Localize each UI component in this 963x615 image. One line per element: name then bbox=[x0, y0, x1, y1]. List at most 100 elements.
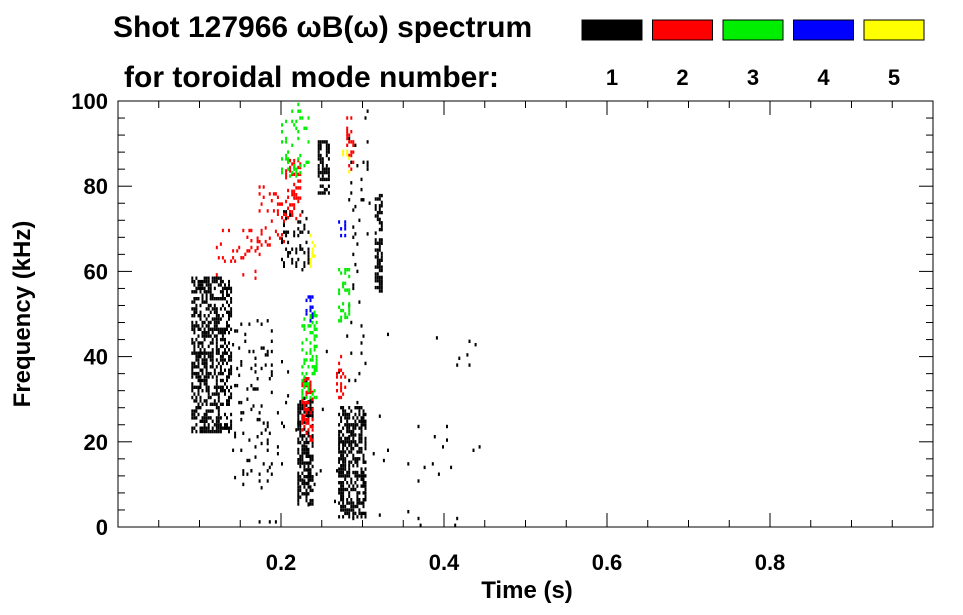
spectrum-cell-mode-1 bbox=[307, 451, 310, 455]
spectrum-cell-mode-1 bbox=[387, 448, 389, 452]
spectrum-cell-mode-1 bbox=[207, 334, 210, 338]
spectrum-cell-mode-1 bbox=[264, 428, 267, 432]
spectrum-cell-mode-1 bbox=[209, 297, 212, 301]
spectrum-cell-mode-2 bbox=[234, 259, 237, 263]
spectrum-cell-mode-1 bbox=[303, 396, 306, 400]
spectrum-cell-mode-1 bbox=[327, 167, 330, 171]
spectrum-cell-mode-1 bbox=[299, 403, 302, 407]
spectrum-cell-mode-3 bbox=[305, 351, 308, 355]
spectrum-cell-mode-1 bbox=[213, 368, 216, 372]
spectrum-cell-mode-1 bbox=[205, 365, 208, 369]
spectrum-cell-mode-1 bbox=[221, 334, 224, 338]
spectrum-cell-mode-2 bbox=[301, 421, 304, 425]
spectrum-cell-mode-3 bbox=[301, 116, 304, 120]
spectrum-cell-mode-1 bbox=[297, 437, 300, 441]
spectrum-cell-mode-1 bbox=[303, 223, 306, 228]
spectrum-cell-mode-2 bbox=[297, 179, 300, 183]
spectrum-cell-mode-1 bbox=[262, 346, 265, 350]
spectrum-cell-mode-1 bbox=[191, 429, 194, 434]
y-tick-label: 100 bbox=[71, 89, 108, 114]
spectrum-cell-mode-1 bbox=[201, 378, 204, 383]
spectrum-cell-mode-1 bbox=[342, 426, 345, 430]
spectrum-cell-mode-3 bbox=[305, 371, 308, 376]
spectrum-cell-mode-1 bbox=[209, 303, 212, 308]
spectrum-cell-mode-1 bbox=[338, 446, 341, 451]
spectrum-cell-mode-1 bbox=[195, 409, 198, 413]
spectrum-cell-mode-1 bbox=[211, 375, 214, 379]
spectrum-cell-mode-3 bbox=[309, 341, 312, 345]
spectrum-cell-mode-1 bbox=[205, 283, 208, 287]
spectrum-cell-mode-2 bbox=[240, 256, 243, 260]
spectrum-cell-mode-2 bbox=[311, 438, 314, 442]
spectrum-cell-mode-1 bbox=[195, 337, 198, 342]
spectrum-cell-mode-1 bbox=[283, 261, 285, 265]
spectrum-cell-mode-1 bbox=[342, 498, 345, 502]
spectrum-cell-mode-1 bbox=[338, 433, 341, 437]
spectrum-cell-mode-1 bbox=[344, 464, 347, 468]
spectrum-cell-mode-1 bbox=[193, 351, 196, 355]
spectrum-cell-mode-1 bbox=[311, 498, 314, 503]
spectrum-cell-mode-1 bbox=[221, 344, 224, 349]
spectrum-cell-mode-1 bbox=[234, 435, 237, 439]
spectrum-cell-mode-1 bbox=[197, 354, 200, 359]
spectrum-cell-mode-1 bbox=[366, 160, 369, 164]
spectrum-cell-mode-1 bbox=[191, 351, 194, 355]
spectrum-cell-mode-1 bbox=[348, 491, 351, 495]
spectrum-cell-mode-1 bbox=[213, 307, 216, 311]
spectrum-cell-mode-3 bbox=[305, 337, 308, 342]
spectrum-cell-mode-3 bbox=[348, 302, 351, 306]
spectrum-cell-mode-3 bbox=[313, 324, 316, 328]
spectrum-cell-mode-1 bbox=[203, 348, 206, 352]
spectrum-cell-mode-1 bbox=[354, 470, 357, 475]
spectrum-cell-mode-1 bbox=[209, 358, 212, 362]
spectrum-cell-mode-2 bbox=[342, 392, 345, 396]
legend-swatch-mode-2 bbox=[652, 19, 713, 41]
spectrum-cell-mode-1 bbox=[340, 464, 343, 468]
spectrum-cell-mode-1 bbox=[203, 412, 206, 417]
spectrum-cell-mode-2 bbox=[346, 126, 349, 130]
spectrum-cell-mode-1 bbox=[213, 385, 216, 389]
spectrum-cell-mode-1 bbox=[285, 230, 288, 234]
spectrum-cell-mode-2 bbox=[299, 213, 302, 217]
spectrum-cell-mode-1 bbox=[360, 515, 363, 519]
spectrum-cell-mode-1 bbox=[307, 434, 310, 438]
spectrum-cell-mode-1 bbox=[336, 469, 338, 473]
spectrum-cell-mode-1 bbox=[342, 470, 345, 475]
spectrum-cell-mode-1 bbox=[217, 385, 220, 389]
spectrum-cell-mode-1 bbox=[207, 314, 210, 318]
spectrum-cell-mode-1 bbox=[213, 286, 216, 291]
spectrum-cell-mode-1 bbox=[311, 458, 314, 462]
spectrum-cell-mode-1 bbox=[266, 438, 269, 442]
spectrum-cell-mode-1 bbox=[305, 468, 308, 472]
spectrum-cell-mode-4 bbox=[338, 220, 341, 224]
spectrum-cell-mode-2 bbox=[295, 186, 298, 190]
spectrum-cell-mode-1 bbox=[364, 436, 367, 441]
spectrum-cell-mode-1 bbox=[268, 465, 271, 470]
spectrum-cell-mode-1 bbox=[338, 412, 341, 417]
spectrum-cell-mode-1 bbox=[211, 358, 214, 362]
spectrum-cell-mode-1 bbox=[238, 346, 241, 350]
spectrum-cell-mode-1 bbox=[201, 286, 204, 291]
spectrum-cell-mode-1 bbox=[378, 245, 381, 249]
spectrum-cell-mode-2 bbox=[287, 206, 290, 210]
spectrum-cell-mode-2 bbox=[258, 239, 261, 244]
spectrum-cell-mode-2 bbox=[221, 256, 224, 260]
spectrum-cell-mode-1 bbox=[374, 275, 377, 280]
spectrum-cell-mode-1 bbox=[281, 240, 283, 245]
spectrum-cell-mode-3 bbox=[313, 371, 316, 376]
spectrum-cell-mode-1 bbox=[342, 450, 345, 454]
spectrum-cell-mode-1 bbox=[191, 385, 194, 389]
spectrum-cell-mode-3 bbox=[299, 164, 302, 168]
spectrum-cell-mode-1 bbox=[195, 310, 198, 314]
spectrum-cell-mode-1 bbox=[226, 385, 228, 389]
spectrum-cell-mode-1 bbox=[217, 412, 220, 417]
spectrum-cell-mode-1 bbox=[303, 479, 306, 483]
spectrum-cell-mode-1 bbox=[197, 358, 200, 362]
spectrum-cell-mode-1 bbox=[352, 440, 355, 444]
spectrum-cell-mode-1 bbox=[354, 457, 357, 461]
spectrum-cell-mode-1 bbox=[338, 481, 341, 485]
spectrum-cell-mode-3 bbox=[315, 354, 318, 359]
spectrum-cell-mode-1 bbox=[215, 423, 218, 427]
spectrum-cell-mode-2 bbox=[350, 167, 353, 171]
spectrum-cell-mode-1 bbox=[301, 454, 304, 458]
